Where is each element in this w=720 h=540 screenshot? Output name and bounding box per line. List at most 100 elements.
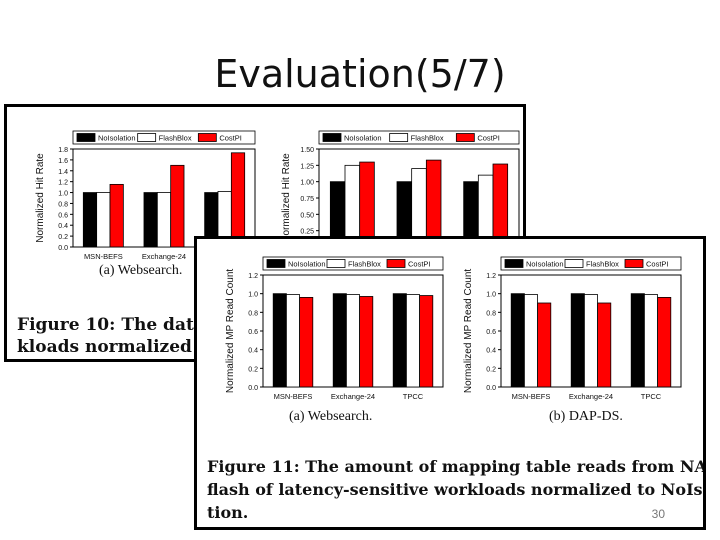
bar-costpi [359,296,374,388]
y-tick-label: 1.2 [486,273,496,280]
legend-label: NoIsolation [526,260,564,269]
legend-label: NoIsolation [98,134,136,143]
bar-flashblox [405,294,420,388]
legend-swatch [326,259,346,268]
legend-label: NoIsolation [344,134,382,143]
x-tick-label: Exchange-24 [331,392,375,401]
figure-11-subcaption-b: (b) DAP-DS. [549,409,623,424]
legend-swatch [564,259,584,268]
x-tick-label: MSN-BEFS [512,392,551,401]
y-tick-label: 0.50 [300,212,314,219]
y-tick-label: 1.4 [58,169,68,176]
y-tick-label: 1.6 [58,158,68,165]
bar-noisolation [570,293,585,388]
y-tick-label: 0.4 [58,223,68,230]
y-tick-label: 0.0 [248,385,258,392]
legend-swatch [322,133,342,142]
bar-costpi [657,297,672,388]
x-tick-label: MSN-BEFS [274,392,313,401]
y-tick-label: 1.2 [58,180,68,187]
figure-11-caption-line1: Figure 11: The amount of mapping table r… [207,457,706,476]
slide-title: Evaluation(5/7) [214,52,506,96]
bar-noisolation [332,293,347,388]
y-tick-label: 0.8 [486,310,496,317]
y-tick-label: 0.8 [248,310,258,317]
bar-costpi [109,183,124,248]
bar-costpi [492,163,509,248]
y-tick-label: 0.6 [248,329,258,336]
y-tick-label: 1.0 [248,292,258,299]
legend-label: NoIsolation [288,260,326,269]
legend-swatch [504,259,524,268]
legend-swatch [76,133,96,142]
bar-noisolation [392,293,407,388]
x-tick-label: TPCC [641,392,662,401]
x-tick-label: Exchange-24 [569,392,613,401]
bar-costpi [359,161,375,248]
bar-costpi [170,164,185,248]
x-tick-label: TPCC [403,392,424,401]
bar-flashblox [156,192,172,248]
legend-label: FlashBlox [586,260,619,269]
mp-read-chart-dapds: 0.0 0.2 0.4 0.6 0.8 1.0 1.2 Normalized MP Read … [463,256,682,401]
legend-swatch [266,259,286,268]
figure-10-subcaption-a: (a) Websearch. [99,263,183,278]
bar-flashblox [96,192,111,248]
bar-noisolation [510,293,525,388]
figure-11-caption-line3: tion. [207,503,249,522]
figure-11-subcaption-a: (a) Websearch. [289,409,373,424]
y-tick-label: 1.50 [300,147,314,154]
y-tick-label: 1.00 [300,180,314,187]
y-tick-label: 0.6 [486,329,496,336]
bar-noisolation [630,293,645,388]
y-axis-label: Normalized MP Read Count [225,269,236,394]
page-number: 30 [651,507,665,521]
bar-noisolation [143,192,158,248]
legend-swatch [197,133,217,142]
x-tick-label: Exchange-24 [142,252,186,261]
bar-flashblox [344,164,361,248]
mp-read-chart-websearch: 0.0 0.2 0.4 0.6 0.8 1.0 1.2 Normalized MP Read … [225,256,444,401]
bar-flashblox [643,294,658,388]
y-tick-label: 0.4 [248,348,258,355]
figure-10-panel: 0.0 0.2 0.4 0.6 0.8 1.0 1.2 1.4 1.6 1.8 Normalized… [4,104,526,362]
legend-swatch [137,133,157,142]
figure-11-panel: 0.0 0.2 0.4 0.6 0.8 1.0 1.2 Normalized MP Read … [194,236,706,530]
figure-11-caption-line2: flash of latency-sensitive workloads nor… [207,480,706,499]
y-axis-label: Normalized Hit Rate [35,153,46,243]
y-tick-label: 1.25 [300,163,314,170]
bar-flashblox [524,294,539,388]
bar-costpi [299,297,314,388]
y-tick-label: 0.2 [58,234,68,241]
legend-swatch [389,133,409,142]
y-tick-label: 0.2 [248,366,258,373]
bar-flashblox [286,294,301,388]
legend-label: FlashBlox [411,134,444,143]
y-tick-label: 0.8 [58,201,68,208]
legend-label: FlashBlox [159,134,192,143]
y-tick-label: 0.75 [300,196,314,203]
bar-flashblox [345,294,360,388]
bar-costpi [419,295,434,388]
bar-costpi [537,302,552,388]
y-tick-label: 1.0 [58,191,68,198]
figure-10-caption-line1: Figure 10: The data c [17,315,222,335]
x-tick-label: MSN-BEFS [84,252,123,261]
bar-costpi [597,302,612,388]
legend-swatch [386,259,406,268]
y-tick-label: 0.4 [486,348,496,355]
hit-rate-chart-websearch: 0.0 0.2 0.4 0.6 0.8 1.0 1.2 1.4 1.6 1.8 Normalized… [35,130,256,261]
y-axis-label: Normalized MP Read Count [463,269,474,394]
y-tick-label: 1.0 [486,292,496,299]
legend-swatch [455,133,475,142]
y-tick-label: 1.2 [248,273,258,280]
y-axis-label: Normalized Hit Rate [281,153,292,243]
y-tick-label: 0.0 [58,245,68,252]
legend-label: CostPI [646,260,669,269]
bar-noisolation [82,192,98,248]
legend-label: CostPI [477,134,500,143]
legend-label: CostPI [408,260,431,269]
legend-label: FlashBlox [348,260,381,269]
y-tick-label: 0.25 [300,229,314,236]
